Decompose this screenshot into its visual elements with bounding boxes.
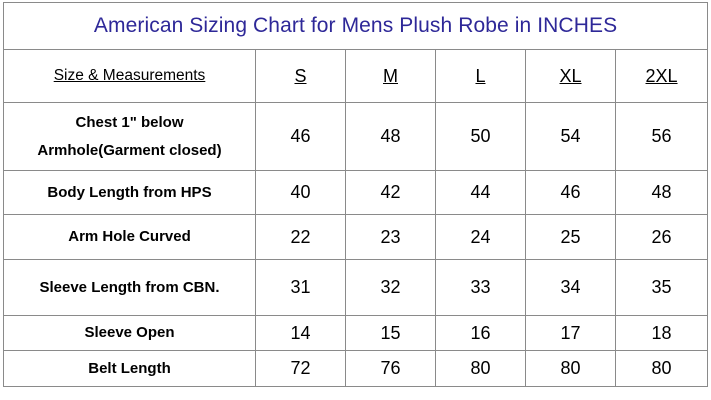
- chart-title: American Sizing Chart for Mens Plush Rob…: [2, 2, 709, 50]
- header-row: Size & Measurements S M L XL 2XL: [3, 49, 709, 103]
- value-cell: 54: [525, 102, 616, 171]
- table-row-body-length: Body Length from HPS 40 42 44 46 48: [3, 170, 709, 215]
- header-size-m: M: [345, 49, 436, 103]
- row-label-line-2: Armhole(Garment closed): [37, 141, 222, 159]
- row-label: Chest 1" below Armhole(Garment closed): [3, 102, 256, 171]
- table-row-chest: Chest 1" below Armhole(Garment closed) 46…: [3, 102, 709, 171]
- value-cell: 31: [255, 259, 346, 316]
- value-cell: 15: [345, 315, 436, 351]
- value-cell: 22: [255, 214, 346, 260]
- row-label: Sleeve Length from CBN.: [3, 259, 256, 316]
- table-row-arm-hole: Arm Hole Curved 22 23 24 25 26: [3, 214, 709, 260]
- value-cell: 48: [345, 102, 436, 171]
- value-cell: 24: [435, 214, 526, 260]
- value-cell: 32: [345, 259, 436, 316]
- value-cell: 80: [525, 350, 616, 387]
- value-cell: 44: [435, 170, 526, 215]
- header-size-xl: XL: [525, 49, 616, 103]
- header-size-2xl: 2XL: [614, 49, 709, 103]
- title-row: American Sizing Chart for Mens Plush Rob…: [2, 2, 709, 50]
- header-size-l: L: [435, 49, 526, 103]
- value-cell: 40: [255, 170, 346, 215]
- value-cell: 48: [614, 170, 709, 215]
- row-label: Body Length from HPS: [3, 170, 256, 215]
- sizing-chart-table: American Sizing Chart for Mens Plush Rob…: [2, 2, 709, 387]
- value-cell: 56: [614, 102, 709, 171]
- value-cell: 80: [435, 350, 526, 387]
- value-cell: 17: [525, 315, 616, 351]
- row-label: Belt Length: [3, 350, 256, 387]
- value-cell: 76: [345, 350, 436, 387]
- value-cell: 25: [525, 214, 616, 260]
- value-cell: 33: [435, 259, 526, 316]
- header-size-s: S: [255, 49, 346, 103]
- table-row-belt-length: Belt Length 72 76 80 80 80: [3, 350, 709, 387]
- row-label: Arm Hole Curved: [3, 214, 256, 260]
- value-cell: 42: [345, 170, 436, 215]
- value-cell: 46: [255, 102, 346, 171]
- value-cell: 50: [435, 102, 526, 171]
- value-cell: 26: [614, 214, 709, 260]
- value-cell: 72: [255, 350, 346, 387]
- header-size-measurements: Size & Measurements: [3, 49, 256, 103]
- table-row-sleeve-length: Sleeve Length from CBN. 31 32 33 34 35: [3, 259, 709, 316]
- value-cell: 35: [614, 259, 709, 316]
- table-row-sleeve-open: Sleeve Open 14 15 16 17 18: [3, 315, 709, 351]
- row-label: Sleeve Open: [3, 315, 256, 351]
- value-cell: 80: [614, 350, 709, 387]
- value-cell: 46: [525, 170, 616, 215]
- value-cell: 18: [614, 315, 709, 351]
- value-cell: 14: [255, 315, 346, 351]
- row-label-line-1: Chest 1" below: [75, 113, 184, 131]
- value-cell: 16: [435, 315, 526, 351]
- value-cell: 34: [525, 259, 616, 316]
- value-cell: 23: [345, 214, 436, 260]
